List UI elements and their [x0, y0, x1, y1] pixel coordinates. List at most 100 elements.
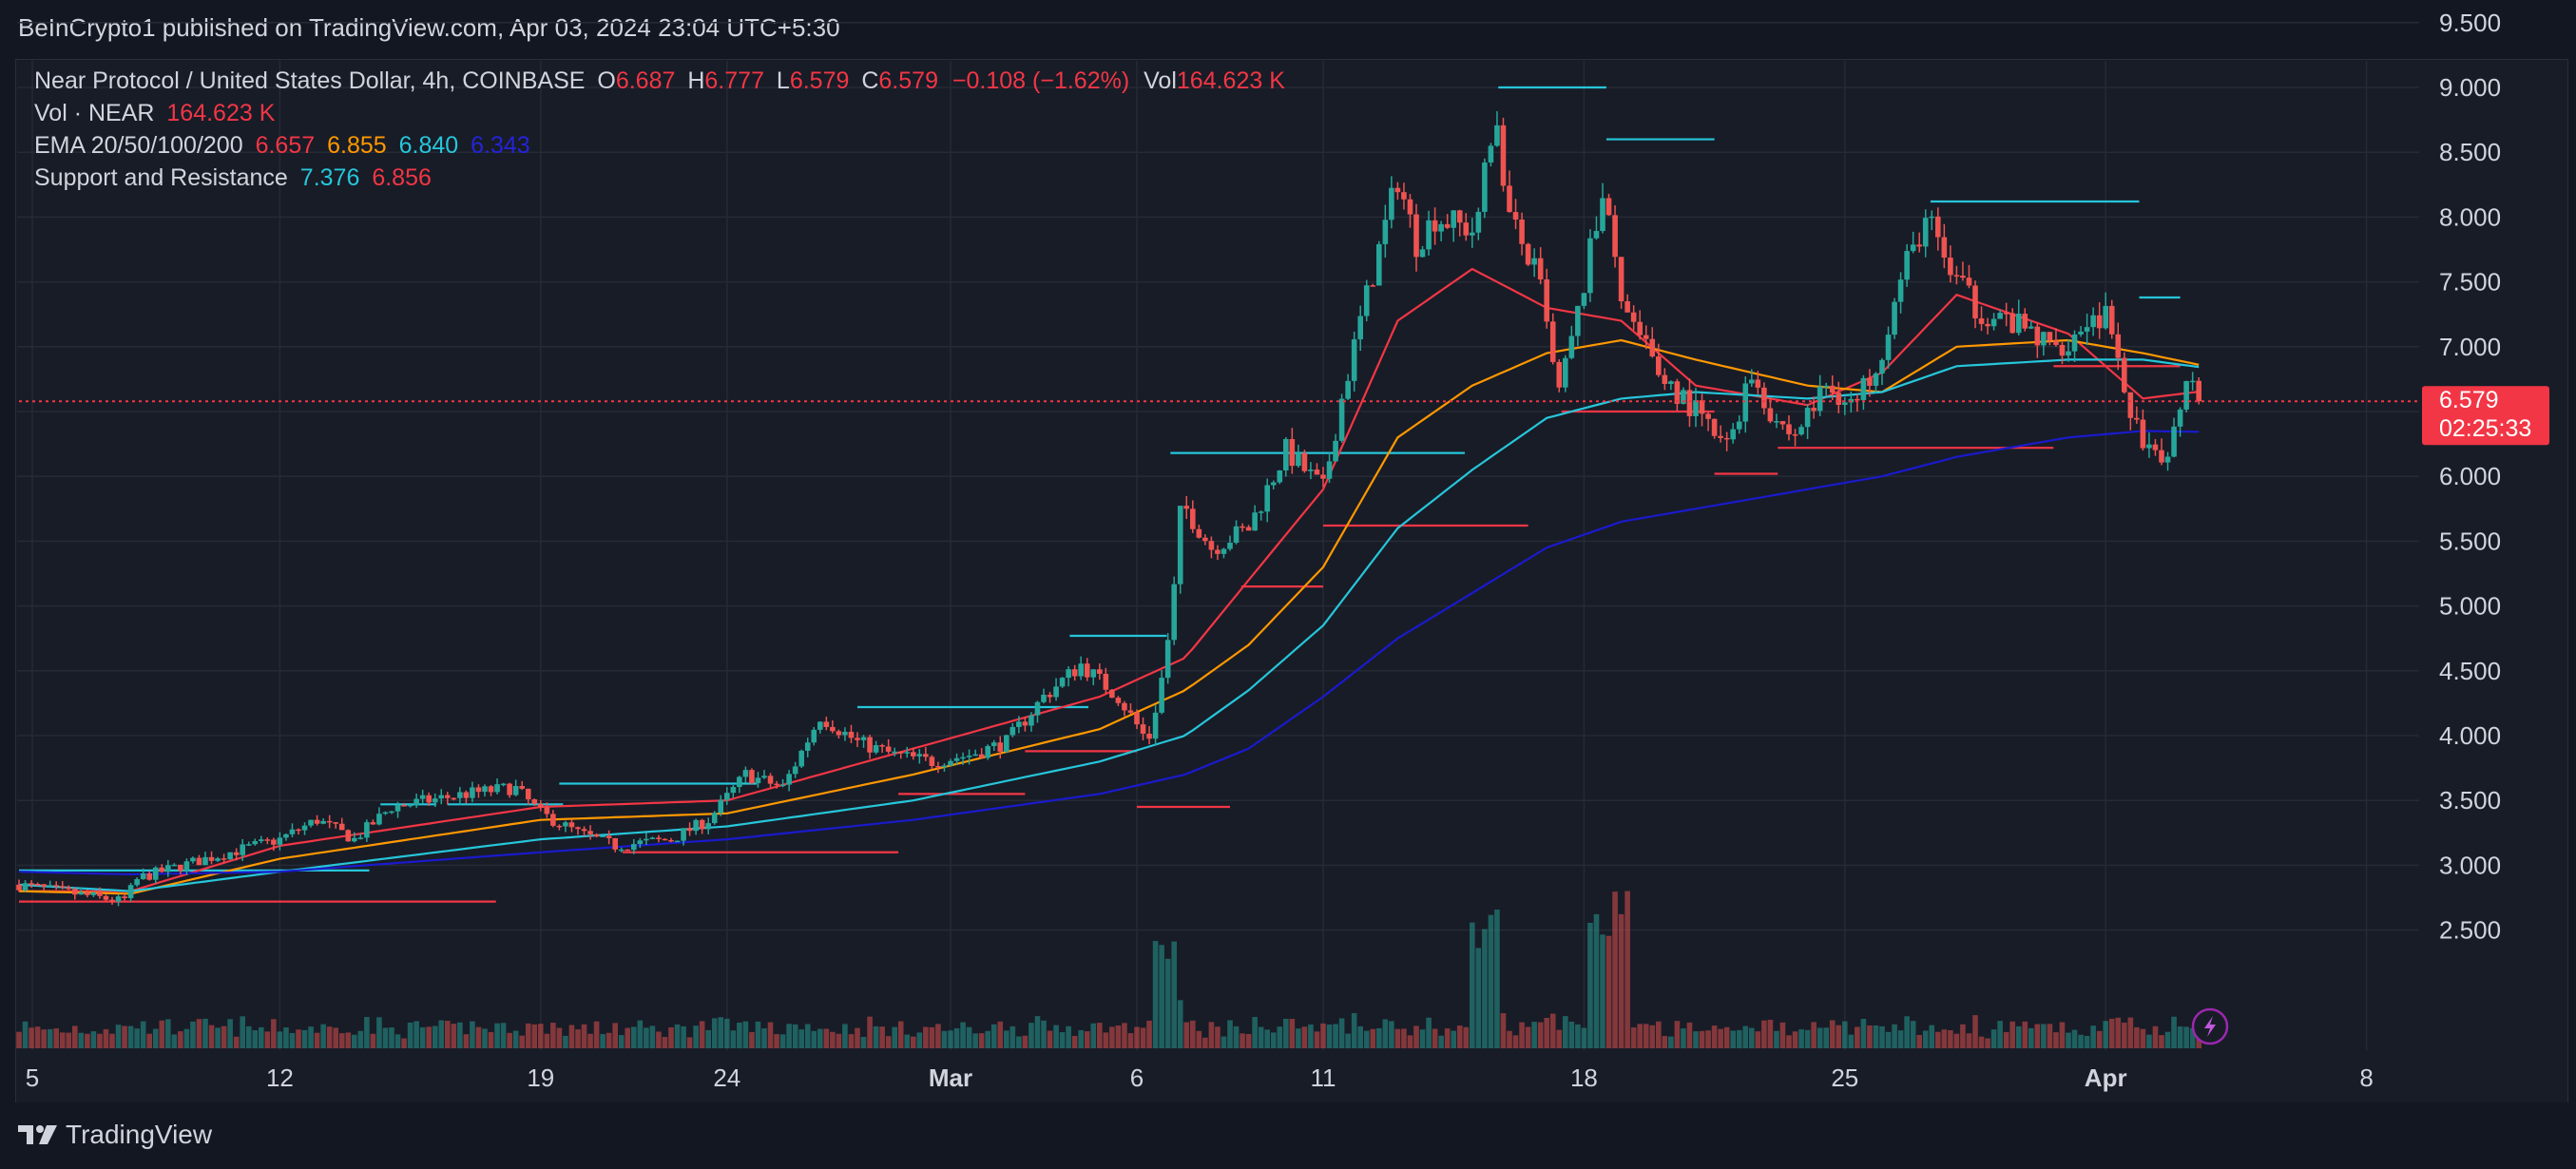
candle-body: [1941, 237, 1948, 259]
candle-body: [892, 751, 897, 754]
candle-body: [122, 896, 127, 899]
candle-body: [1159, 678, 1164, 713]
volume-bar: [1568, 1021, 1575, 1048]
volume-bar: [419, 1026, 426, 1048]
candle-body: [115, 896, 122, 902]
candle-body: [1774, 421, 1779, 423]
volume-bar: [1897, 1030, 1904, 1048]
volume-bar: [1500, 1013, 1507, 1048]
volume-bar: [326, 1026, 333, 1048]
volume-bar: [1171, 941, 1177, 1048]
volume-bar: [1941, 1029, 1948, 1048]
volume-bar: [1345, 1033, 1351, 1048]
candle-body: [1581, 293, 1587, 306]
candle-body: [1500, 125, 1507, 186]
legend-volume-row[interactable]: Vol · NEAR 164.623 K: [34, 97, 1285, 129]
candle-body: [1308, 470, 1314, 471]
support-resistance-lines: [19, 86, 2181, 903]
candle-body: [786, 774, 792, 785]
volume-bar: [1922, 1030, 1929, 1048]
chart-legend: Near Protocol / United States Dollar, 4h…: [34, 65, 1285, 194]
volume-bar: [296, 1029, 301, 1048]
sr-support-value: 6.856: [372, 164, 432, 191]
candle-body: [240, 844, 245, 855]
candle-body: [550, 814, 556, 826]
candle-body: [848, 731, 855, 738]
replay-button[interactable]: [2191, 1007, 2229, 1045]
volume-bar: [1208, 1022, 1215, 1048]
candle-body: [1382, 220, 1389, 244]
volume-bar: [916, 1032, 923, 1048]
candle-body: [1034, 701, 1041, 716]
volume-bar: [1916, 1034, 1922, 1048]
volume-bar: [1146, 1020, 1152, 1048]
candle-body: [1370, 285, 1376, 287]
volume-bar: [1221, 1036, 1227, 1048]
candle-body: [1289, 438, 1296, 467]
volume-bar: [972, 1033, 978, 1048]
candle-body: [53, 885, 59, 887]
y-tick-label: 4.500: [2439, 657, 2501, 685]
legend-ema-row[interactable]: EMA 20/50/100/200 6.657 6.855 6.840 6.34…: [34, 129, 1285, 162]
candle-body: [1022, 721, 1028, 726]
volume-label: Vol: [1144, 67, 1177, 94]
candle-body: [1860, 377, 1867, 400]
candle-body: [1693, 400, 1699, 416]
change-value: −0.108 (−1.62%): [952, 67, 1130, 94]
volume-bar: [1630, 1027, 1637, 1048]
volume-bar: [1296, 1028, 1301, 1048]
volume-bar: [240, 1016, 245, 1048]
candle-body: [277, 837, 283, 845]
volume-bar: [1792, 1031, 1798, 1048]
sr-label: Support and Resistance: [34, 164, 288, 191]
time-axis[interactable]: 5 12 19 24 Mar 6 11 18 25 Apr 8: [26, 1064, 2374, 1092]
candle-body: [314, 819, 320, 824]
legend-symbol-row[interactable]: Near Protocol / United States Dollar, 4h…: [34, 65, 1285, 97]
volume-bar: [724, 1018, 730, 1048]
candle-body: [686, 828, 693, 832]
candle-body: [1389, 187, 1394, 220]
candle-body: [1767, 408, 1774, 422]
volume-bar: [1122, 1023, 1127, 1048]
candle-body: [681, 828, 686, 841]
volume-bar: [1071, 1035, 1078, 1048]
candle-body: [72, 889, 78, 895]
volume-bar: [1681, 1028, 1686, 1048]
candle-body: [897, 751, 904, 754]
candle-body: [22, 883, 29, 891]
candle-body: [823, 721, 830, 727]
candle-body: [1152, 712, 1159, 739]
volume-bar: [1159, 945, 1164, 1048]
tradingview-brand[interactable]: TradingView: [18, 1120, 212, 1150]
volume-bar: [97, 1033, 103, 1048]
candle-body: [1892, 301, 1897, 335]
candle-body: [519, 786, 525, 789]
candle-body: [1699, 400, 1705, 414]
candle-body: [1730, 429, 1736, 440]
volume-bar: [1507, 1030, 1512, 1048]
volume-bar: [488, 1031, 494, 1048]
legend-sr-row[interactable]: Support and Resistance 7.376 6.856: [34, 162, 1285, 194]
candle-body: [127, 885, 134, 899]
candle-body: [1531, 258, 1537, 265]
x-tick-label: 25: [1831, 1064, 1858, 1092]
volume-bar: [1867, 1025, 1873, 1048]
volume-bar: [823, 1028, 830, 1048]
volume-bar: [1544, 1017, 1549, 1048]
volume-bar: [1426, 1017, 1432, 1048]
volume-bar: [2015, 1025, 2022, 1048]
candle-body: [699, 819, 705, 830]
price-axis[interactable]: 2.500 3.000 3.500 4.000 4.500 5.000 5.500 6.000…: [2439, 9, 2501, 945]
candle-body: [1320, 474, 1326, 479]
candle-body: [1792, 433, 1798, 436]
candle-body: [34, 884, 41, 886]
volume-bar: [1370, 1028, 1376, 1048]
volume-bar: [1618, 913, 1624, 1048]
volume-bar: [115, 1025, 122, 1048]
volume-bar: [792, 1024, 798, 1048]
volume-bar: [364, 1017, 370, 1048]
volume-bar: [122, 1025, 127, 1048]
volume-bar: [1662, 1036, 1668, 1048]
volume-bar: [1183, 1022, 1190, 1048]
